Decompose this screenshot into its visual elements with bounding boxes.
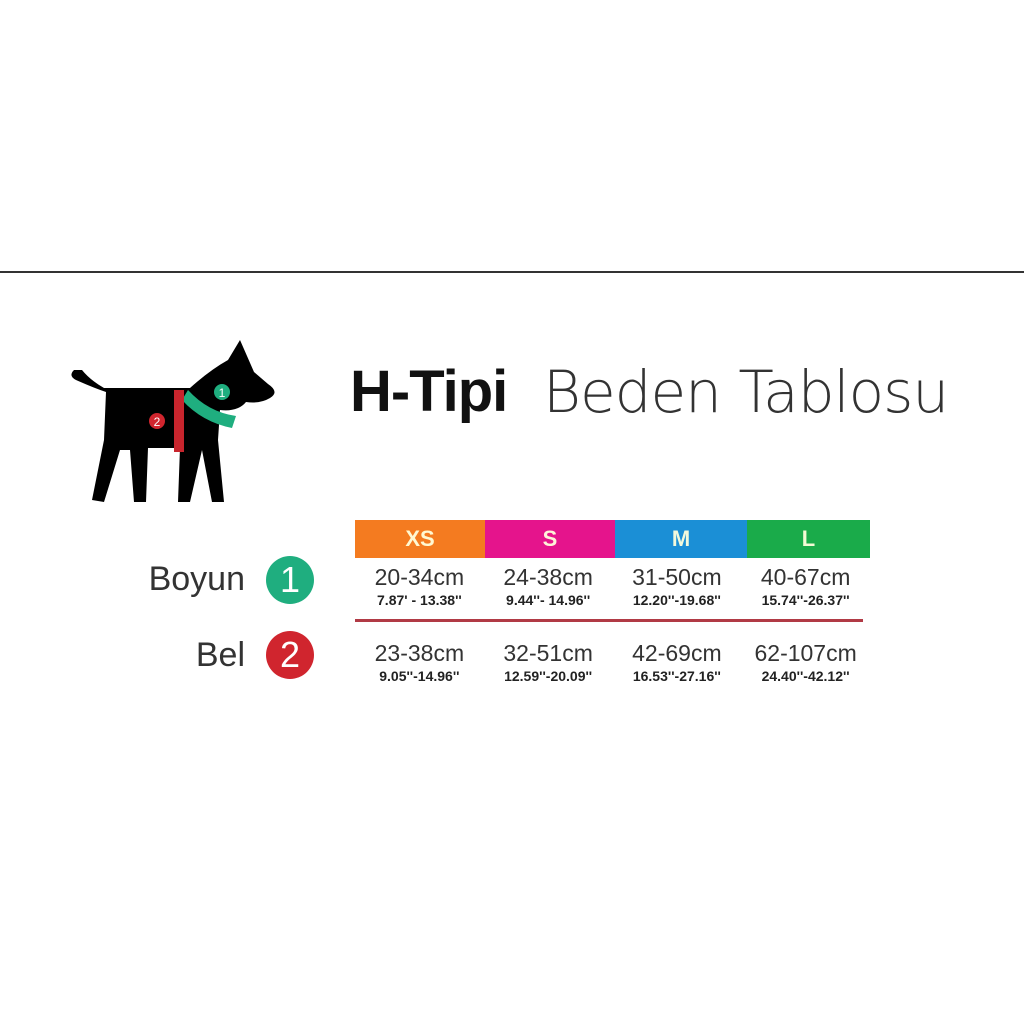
cell: 40-67cm — [760, 564, 851, 590]
dog-illustration: 1 2 — [71, 340, 275, 502]
cell: 62-107cm — [754, 640, 857, 666]
size-s: S — [485, 520, 615, 558]
cell: 42-69cm — [632, 640, 722, 666]
size-xs: XS — [355, 520, 485, 558]
cell: 7.87' - 13.38'' — [377, 592, 462, 608]
title-bold: H-Tipi — [350, 359, 508, 424]
neck-strap — [182, 390, 236, 428]
cell: 32-51cm — [503, 640, 593, 666]
cell: 12.59''-20.09'' — [504, 668, 593, 684]
cell: 16.53''-27.16'' — [632, 668, 721, 684]
cell: 31-50cm — [632, 564, 722, 590]
size-l: L — [747, 520, 870, 558]
table-row-bel-inch: 9.05''-14.96'' 12.59''-20.09'' 16.53''-2… — [355, 667, 870, 685]
table-row-bel-cm: 23-38cm 32-51cm 42-69cm 62-107cm — [355, 640, 870, 666]
table-row-boyun-cm: 20-34cm 24-38cm 31-50cm 40-67cm — [355, 564, 870, 590]
size-m: M — [615, 520, 747, 558]
cell: 9.05''-14.96'' — [379, 668, 460, 684]
waist-badge: 2 — [266, 631, 314, 679]
cell: 24.40''-42.12'' — [761, 668, 850, 684]
cell: 12.20''-19.68'' — [632, 592, 721, 608]
dog-silhouette — [71, 340, 275, 502]
neck-marker-label: 1 — [219, 386, 226, 400]
row-label-bel: Bel — [195, 636, 245, 674]
row-label-boyun: Boyun — [148, 560, 245, 598]
waist-strap — [174, 390, 184, 452]
waist-marker — [149, 413, 165, 429]
cell: 15.74''-26.37'' — [761, 592, 850, 608]
size-header: XS S M L — [355, 520, 870, 558]
divider-line — [0, 271, 1024, 273]
cell: 9.44''- 14.96'' — [506, 592, 591, 608]
table-row-boyun-inch: 7.87' - 13.38'' 9.44''- 14.96'' 12.20''-… — [355, 591, 870, 609]
cell: 20-34cm — [374, 564, 465, 590]
neck-badge: 1 — [266, 556, 314, 604]
row-separator — [355, 619, 863, 622]
cell: 23-38cm — [374, 640, 465, 666]
neck-marker — [214, 384, 230, 400]
title-light: Beden Tablosu — [543, 358, 949, 426]
cell: 24-38cm — [503, 564, 593, 590]
waist-marker-label: 2 — [154, 415, 161, 429]
